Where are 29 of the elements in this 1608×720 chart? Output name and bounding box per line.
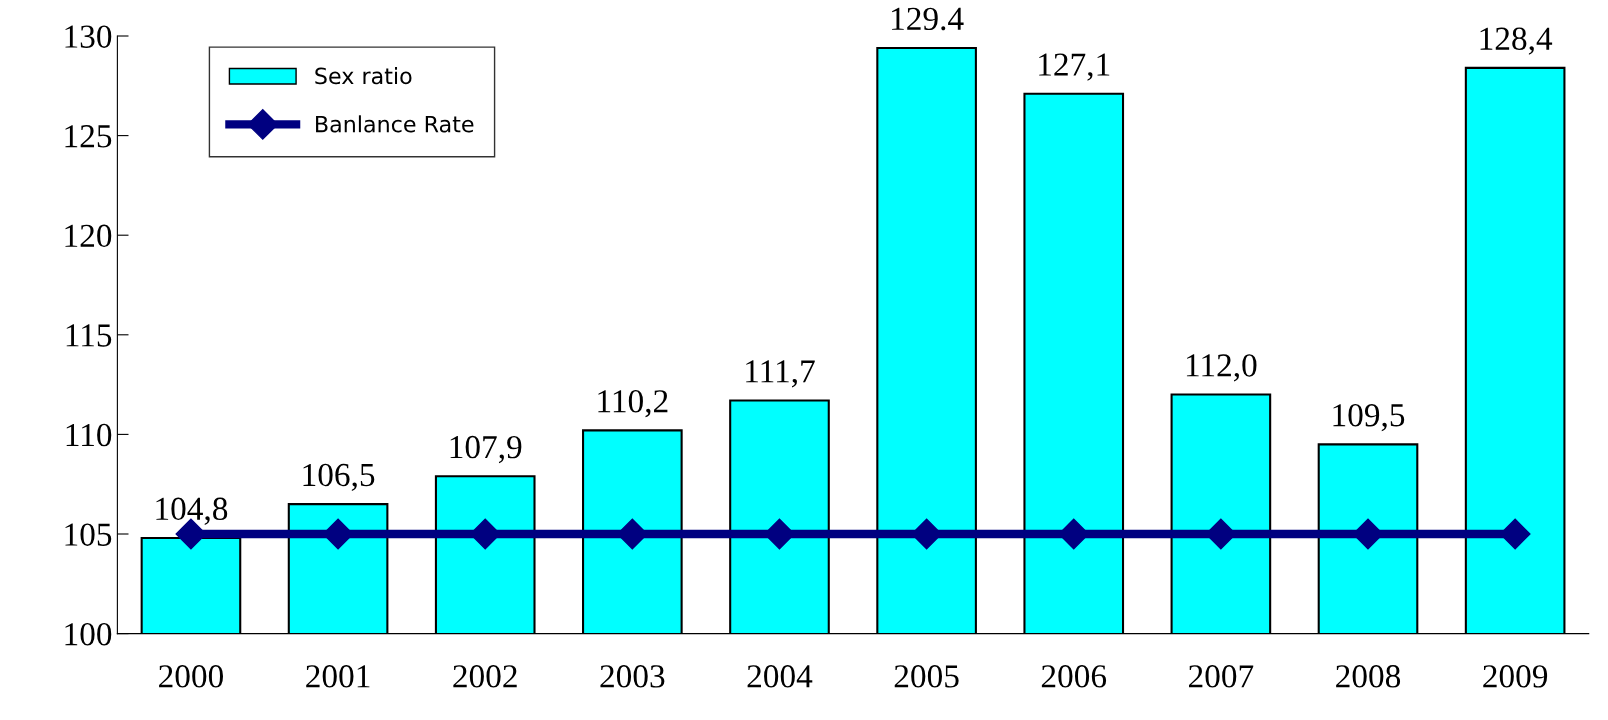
- x-tick-label: 2001: [306, 665, 370, 688]
- y-tick-label: 115: [66, 324, 112, 347]
- y-tick-label: 110: [66, 423, 112, 447]
- data-label: 109,5: [1333, 403, 1405, 432]
- x-tick-label: 2003: [600, 665, 665, 688]
- legend-label: Banlance Rate: [316, 115, 474, 133]
- y-tick-label: 100: [65, 623, 112, 646]
- data-label: 127,1: [1039, 53, 1110, 81]
- legend-label: Sex ratio: [315, 67, 412, 85]
- y-tick-label: 105: [65, 523, 112, 546]
- data-label: 106,5: [303, 463, 375, 492]
- y-tick-label: 125: [65, 125, 112, 148]
- data-label: 112,0: [1186, 354, 1257, 382]
- x-tick-label: 2009: [1483, 665, 1548, 688]
- data-label: 110,2: [598, 390, 668, 418]
- x-tick-label: 2008: [1336, 665, 1401, 688]
- data-label: 104,8: [156, 497, 228, 525]
- x-tick-label: 2004: [747, 665, 813, 688]
- x-tick-label: 2002: [453, 665, 517, 688]
- x-tick-label: 2007: [1189, 665, 1254, 688]
- data-label: 128,4: [1480, 27, 1553, 55]
- y-tick-label: 120: [65, 224, 112, 248]
- x-tick-label: 2000: [159, 665, 224, 688]
- data-label: 111,7: [746, 360, 815, 388]
- y-tick-label: 130: [65, 25, 112, 48]
- x-tick-label: 2006: [1041, 665, 1107, 688]
- x-tick-label: 2005: [894, 665, 959, 688]
- data-label: 129.4: [892, 7, 964, 31]
- data-label: 107,9: [450, 435, 522, 464]
